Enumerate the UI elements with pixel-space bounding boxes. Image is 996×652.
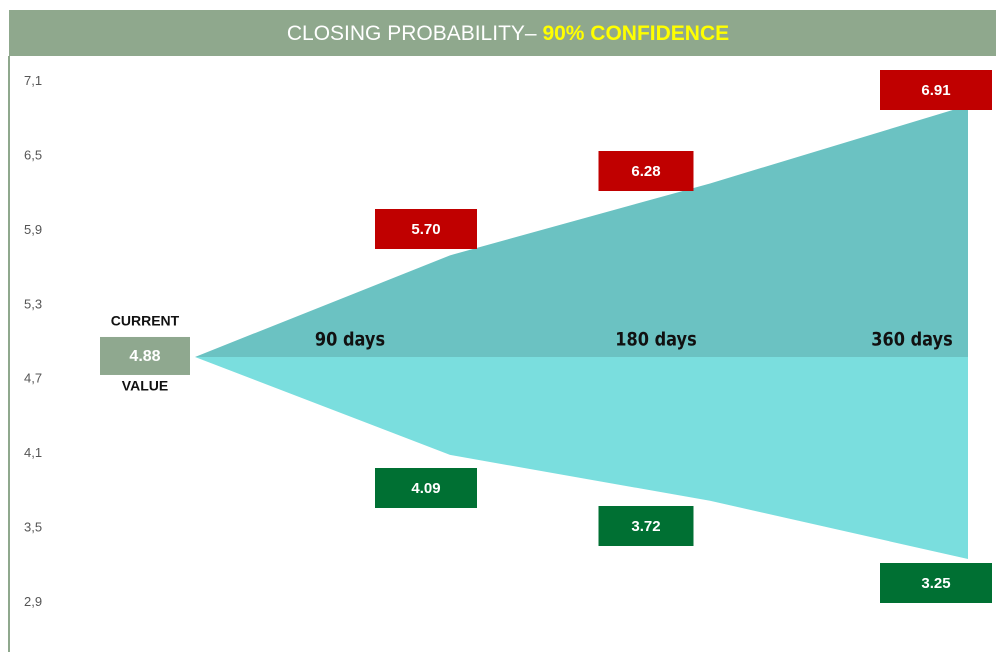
current-value: 4.88 [129,348,160,365]
current-label-top: CURRENT [111,313,180,329]
value-box [375,468,477,508]
y-tick-label: 3,5 [24,519,42,534]
category-label: 90 days [315,329,385,351]
y-tick-label: 4,7 [24,371,42,386]
y-tick-label: 6,5 [24,148,42,163]
fan-area [195,356,968,560]
title-highlight: 90% CONFIDENCE [542,22,729,45]
value-label: 3.72 [631,518,660,535]
category-label: 360 days [871,329,952,351]
value-box [880,563,992,603]
y-tick-label: 7,1 [24,73,42,88]
value-box [598,151,694,191]
value-label: 4.09 [411,480,440,497]
current-label-bottom: VALUE [122,378,168,394]
value-label: 5.70 [411,221,440,238]
y-tick-label: 4,1 [24,445,42,460]
value-box [598,506,694,546]
fan-area [195,105,968,357]
value-label: 3.25 [921,575,950,592]
title-text: CLOSING PROBABILITY– [287,22,543,45]
value-box [375,209,477,249]
y-tick-label: 2,9 [24,594,42,609]
value-label: 6.91 [921,82,950,99]
value-label: 6.28 [631,163,660,180]
value-box [880,70,992,110]
chart-title: CLOSING PROBABILITY– 90% CONFIDENCE [287,22,729,45]
y-tick-label: 5,3 [24,296,42,311]
header-bar [9,10,996,56]
category-label: 180 days [615,329,696,351]
y-tick-label: 5,9 [24,222,42,237]
current-box [100,336,190,375]
